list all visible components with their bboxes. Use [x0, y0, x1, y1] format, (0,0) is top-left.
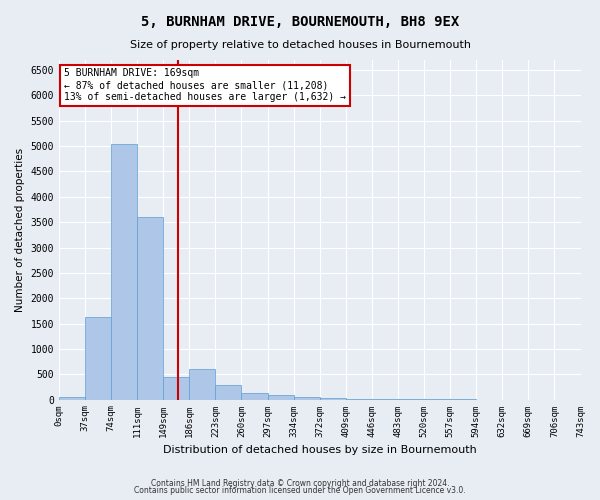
- Text: 5, BURNHAM DRIVE, BOURNEMOUTH, BH8 9EX: 5, BURNHAM DRIVE, BOURNEMOUTH, BH8 9EX: [141, 15, 459, 29]
- Bar: [346, 398, 372, 400]
- Bar: [372, 399, 398, 400]
- Bar: [215, 386, 241, 400]
- Bar: [268, 395, 293, 400]
- Text: Contains public sector information licensed under the Open Government Licence v3: Contains public sector information licen…: [134, 486, 466, 495]
- Bar: [111, 144, 137, 400]
- Bar: [320, 398, 346, 400]
- Bar: [293, 397, 320, 400]
- Bar: [85, 318, 111, 400]
- Bar: [59, 397, 85, 400]
- Text: Size of property relative to detached houses in Bournemouth: Size of property relative to detached ho…: [130, 40, 470, 50]
- Text: 5 BURNHAM DRIVE: 169sqm
← 87% of detached houses are smaller (11,208)
13% of sem: 5 BURNHAM DRIVE: 169sqm ← 87% of detache…: [64, 68, 346, 102]
- Bar: [163, 376, 190, 400]
- Bar: [190, 369, 215, 400]
- X-axis label: Distribution of detached houses by size in Bournemouth: Distribution of detached houses by size …: [163, 445, 476, 455]
- Bar: [137, 217, 163, 400]
- Bar: [241, 393, 268, 400]
- Text: Contains HM Land Registry data © Crown copyright and database right 2024.: Contains HM Land Registry data © Crown c…: [151, 478, 449, 488]
- Y-axis label: Number of detached properties: Number of detached properties: [15, 148, 25, 312]
